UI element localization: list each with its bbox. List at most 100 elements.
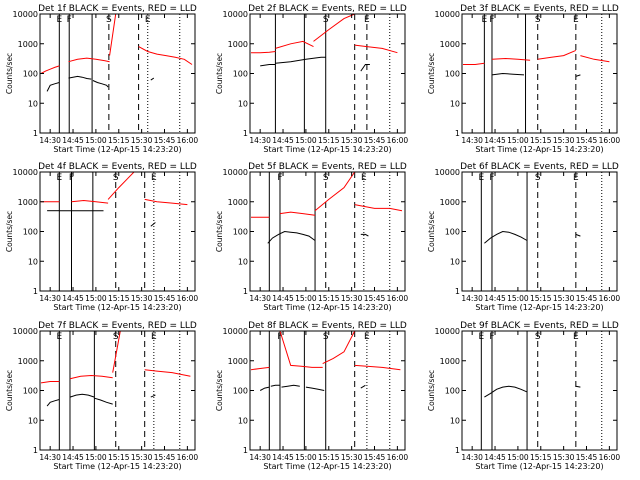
x-tick-label: 14:45 bbox=[272, 136, 294, 145]
x-tick-label: 14:30 bbox=[461, 453, 483, 462]
x-tick-label: 14:45 bbox=[272, 453, 294, 462]
marker-label: S bbox=[113, 332, 119, 342]
series-events-line bbox=[259, 386, 270, 391]
series-events-line bbox=[150, 394, 156, 398]
y-tick-label: 1 bbox=[33, 287, 38, 296]
series-lld-line bbox=[40, 65, 60, 74]
marker-label: E bbox=[364, 332, 370, 342]
y-tick-label: 1000 bbox=[228, 40, 248, 49]
x-tick-label: 14:45 bbox=[484, 136, 506, 145]
series-lld-line bbox=[71, 199, 109, 204]
panel-title: Det 3f BLACK = Events, RED = LLD bbox=[460, 4, 619, 14]
x-tick-label: 14:45 bbox=[62, 453, 84, 462]
y-tick-label: 10 bbox=[238, 257, 248, 266]
series-lld-line bbox=[463, 62, 485, 65]
series-events-line bbox=[484, 385, 528, 398]
plot-frame bbox=[461, 13, 618, 134]
x-tick-label: 14:30 bbox=[249, 453, 271, 462]
y-tick-label: 100 bbox=[23, 387, 38, 396]
x-axis-label: Start Time (12-Apr-15 14:23:20) bbox=[263, 462, 391, 471]
series-lld-line bbox=[138, 46, 193, 65]
marker-label: E bbox=[478, 173, 484, 183]
x-tick-label: 15:45 bbox=[364, 453, 386, 462]
y-tick-label: 100 bbox=[445, 70, 460, 79]
y-tick-label: 1 bbox=[455, 287, 460, 296]
y-tick-label: 1 bbox=[455, 129, 460, 138]
y-tick-label: 10000 bbox=[13, 327, 38, 336]
series-events-line bbox=[267, 230, 316, 244]
x-tick-label: 16:00 bbox=[387, 453, 409, 462]
series-lld-line bbox=[580, 55, 610, 63]
series-events-line bbox=[94, 397, 113, 405]
series-lld-line bbox=[322, 330, 356, 365]
x-axis-label: Start Time (12-Apr-15 14:23:20) bbox=[53, 303, 181, 312]
y-tick-label: 10000 bbox=[435, 327, 460, 336]
x-tick-label: 15:45 bbox=[576, 136, 598, 145]
x-axis-label: Start Time (12-Apr-15 14:23:20) bbox=[263, 145, 391, 154]
series-events-line bbox=[281, 384, 300, 388]
series-events-line bbox=[484, 230, 528, 244]
y-axis-label: Counts/sec bbox=[5, 53, 14, 94]
plot-frame bbox=[461, 171, 618, 292]
y-tick-label: 1000 bbox=[228, 198, 248, 207]
marker-label: E bbox=[145, 15, 151, 25]
marker-label: S bbox=[106, 15, 112, 25]
series-events-line bbox=[68, 75, 92, 80]
y-tick-label: 10000 bbox=[223, 10, 248, 19]
marker-label: S bbox=[113, 173, 119, 183]
marker-label: E bbox=[364, 15, 370, 25]
plot-frame bbox=[249, 330, 406, 451]
x-tick-label: 15:15 bbox=[108, 453, 130, 462]
x-tick-label: 14:45 bbox=[62, 136, 84, 145]
series-lld-line bbox=[109, 13, 139, 56]
x-tick-label: 15:30 bbox=[553, 136, 575, 145]
series-events-line bbox=[360, 233, 369, 237]
marker-label: S bbox=[323, 173, 329, 183]
marker-label: S bbox=[535, 173, 541, 183]
series-events-line bbox=[275, 56, 326, 64]
x-tick-label: 15:45 bbox=[364, 294, 386, 303]
series-lld-line bbox=[250, 366, 270, 371]
series-lld-line bbox=[354, 204, 403, 212]
y-tick-label: 1000 bbox=[18, 198, 38, 207]
y-axis-label: Counts/sec bbox=[427, 211, 436, 252]
panel-title: Det 5f BLACK = Events, RED = LLD bbox=[248, 162, 407, 172]
x-tick-label: 15:30 bbox=[341, 294, 363, 303]
series-events-line bbox=[46, 399, 60, 407]
x-tick-label: 15:00 bbox=[507, 294, 529, 303]
x-tick-label: 14:30 bbox=[39, 294, 61, 303]
marker-label: E bbox=[478, 332, 484, 342]
x-tick-label: 16:00 bbox=[599, 294, 621, 303]
marker-label: E bbox=[151, 173, 157, 183]
x-tick-label: 15:45 bbox=[576, 453, 598, 462]
x-axis-label: Start Time (12-Apr-15 14:23:20) bbox=[475, 145, 603, 154]
marker-label: E bbox=[573, 173, 579, 183]
series-events-line bbox=[92, 80, 109, 88]
y-tick-label: 1000 bbox=[18, 40, 38, 49]
x-tick-label: 15:15 bbox=[318, 294, 340, 303]
y-tick-label: 100 bbox=[445, 387, 460, 396]
y-tick-label: 1000 bbox=[440, 357, 460, 366]
series-lld-line bbox=[314, 171, 356, 212]
panel-title: Det 1f BLACK = Events, RED = LLD bbox=[38, 4, 197, 14]
x-tick-label: 14:30 bbox=[249, 136, 271, 145]
series-lld-line bbox=[40, 381, 60, 384]
y-tick-label: 1000 bbox=[440, 198, 460, 207]
x-tick-label: 14:30 bbox=[39, 453, 61, 462]
panel-title: Det 8f BLACK = Events, RED = LLD bbox=[248, 321, 407, 331]
x-tick-label: 14:45 bbox=[62, 294, 84, 303]
marker-label: E bbox=[573, 332, 579, 342]
marker-label: E bbox=[56, 173, 62, 183]
marker-label: S bbox=[323, 15, 329, 25]
x-axis-label: Start Time (12-Apr-15 14:23:20) bbox=[53, 145, 181, 154]
series-lld-line bbox=[69, 374, 113, 380]
x-tick-label: 15:45 bbox=[154, 294, 176, 303]
x-tick-label: 14:45 bbox=[484, 453, 506, 462]
series-events-line bbox=[150, 222, 156, 227]
